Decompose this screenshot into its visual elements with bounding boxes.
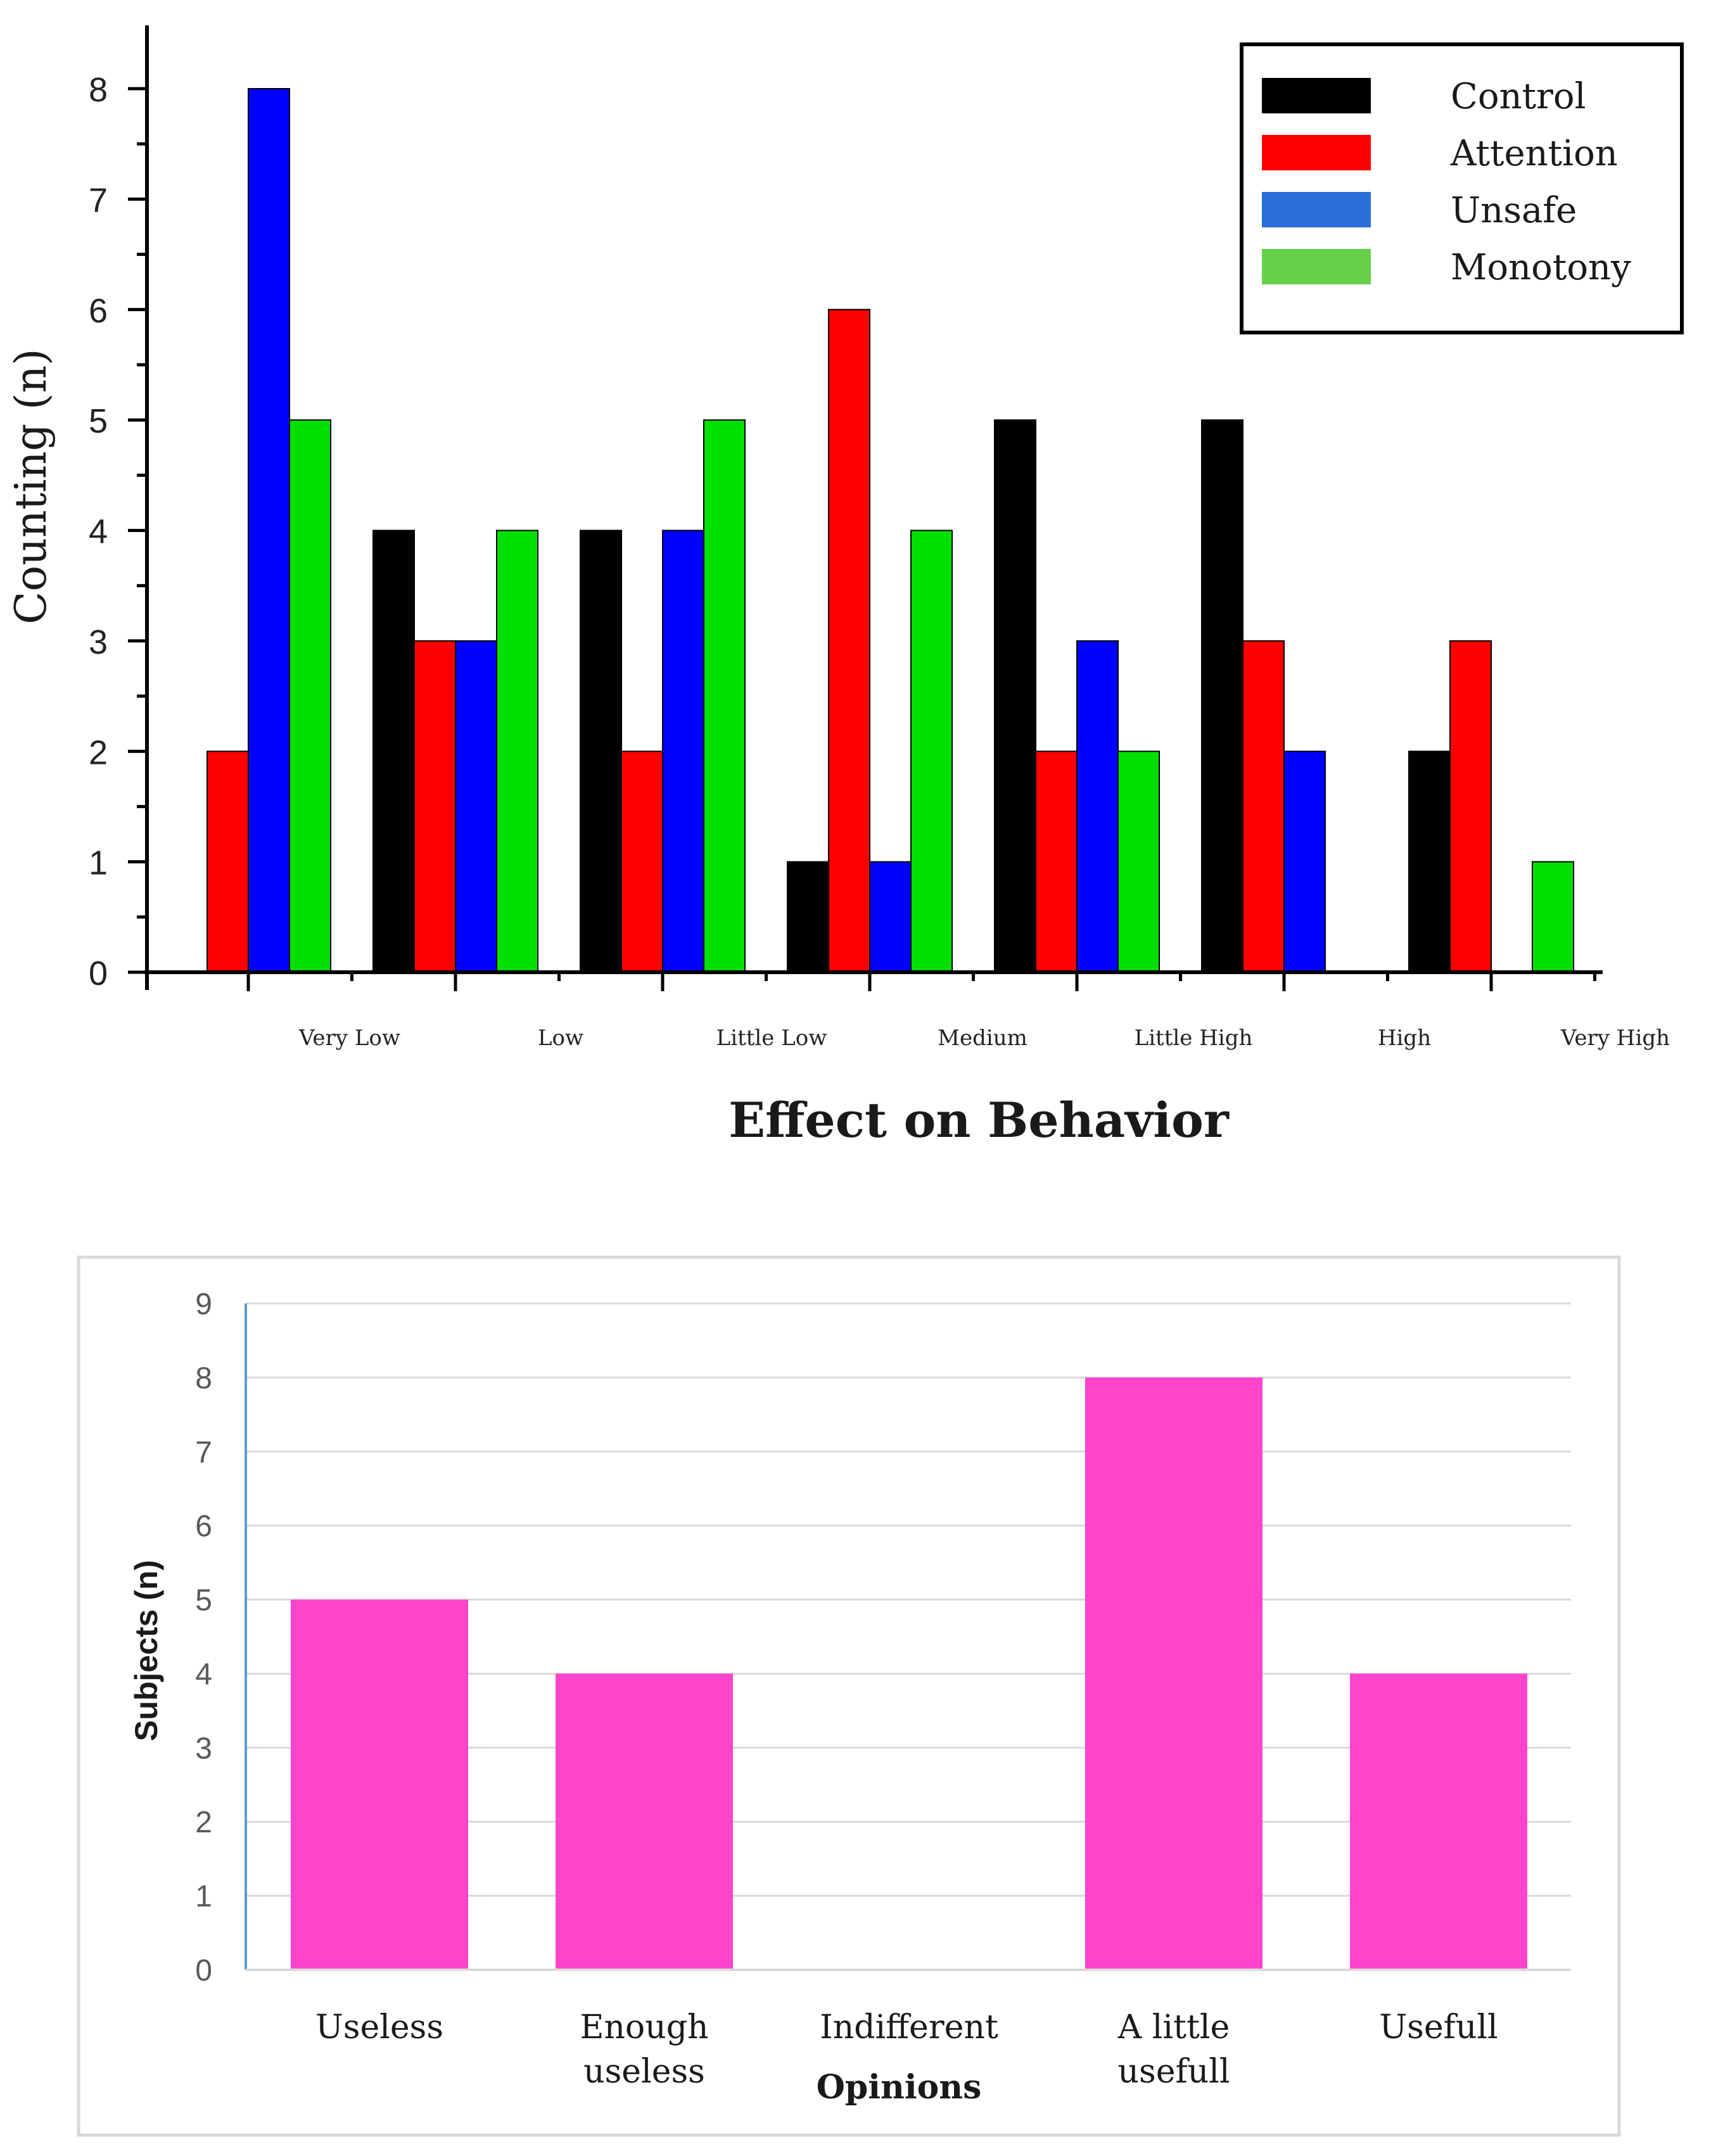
opinions-chart-x-ticks: Useless Enough useless Indifferent A little u… — [315, 2008, 1498, 2091]
x-tick-label: Enough — [580, 2008, 708, 2046]
y-tick-label: 7 — [89, 181, 108, 219]
behavior-chart-axes — [144, 25, 1603, 990]
behavior-chart-bars — [207, 88, 1574, 973]
bar-monotony-low — [496, 529, 538, 973]
legend-swatch-attention — [1262, 135, 1371, 170]
bar-unsafe-low — [455, 640, 497, 973]
y-tick-label: 8 — [89, 71, 108, 109]
opinions-chart-x-axis-title: Opinions — [817, 2068, 982, 2107]
bar-control-little-low — [580, 529, 622, 973]
x-tick-label: Useless — [315, 2008, 443, 2046]
bar-unsafe-medium — [869, 861, 912, 973]
bar-attention-very-low — [207, 751, 249, 973]
bar-control-little-high — [994, 419, 1036, 973]
bar-attention-little-low — [621, 751, 663, 973]
y-tick-label: 1 — [89, 844, 108, 882]
y-tick-label: 0 — [195, 1954, 212, 1988]
x-tick-label: Indifferent — [820, 2008, 998, 2046]
behavior-effect-chart: 0 1 2 3 4 5 6 7 8 Very Low Low Little Low Medium Lit… — [6, 25, 1684, 1148]
y-tick-label: 4 — [195, 1658, 212, 1691]
bar-control-very-high — [1408, 751, 1451, 973]
y-tick-label: 2 — [89, 733, 108, 771]
y-tick-label: 1 — [195, 1880, 212, 1913]
y-tick-label: 0 — [89, 954, 108, 992]
y-tick-label: 4 — [89, 513, 108, 551]
legend-swatch-monotony — [1262, 249, 1371, 284]
opinions-chart-y-ticks: 0 1 2 3 4 5 6 7 8 9 — [195, 1288, 212, 1988]
bar-monotony-little-high — [1117, 751, 1160, 973]
y-tick-label: 2 — [195, 1806, 212, 1839]
y-tick-label: 9 — [195, 1288, 212, 1321]
bar-monotony-very-high — [1532, 861, 1574, 973]
opinions-chart-axes — [245, 1303, 1571, 1971]
y-tick-label: 7 — [195, 1436, 212, 1469]
bar-attention-very-high — [1449, 640, 1492, 973]
bar-monotony-very-low — [289, 419, 331, 973]
bar-attention-medium — [828, 308, 870, 973]
opinions-chart-bars — [291, 1377, 1527, 1970]
bar-control-low — [372, 529, 415, 973]
opinions-chart-y-axis-title: Subjects (n) — [129, 1560, 164, 1741]
bar-useless — [291, 1599, 468, 1970]
legend-swatch-control — [1262, 78, 1371, 113]
bar-usefull — [1350, 1673, 1527, 1970]
y-tick-label: 8 — [195, 1362, 212, 1395]
legend-label-control: Control — [1451, 76, 1586, 117]
y-tick-label: 6 — [89, 292, 108, 330]
behavior-chart-y-ticks: 0 1 2 3 4 5 6 7 8 — [89, 71, 147, 992]
y-tick-label: 6 — [195, 1510, 212, 1544]
bar-unsafe-very-low — [248, 88, 290, 973]
x-tick-label: useless — [583, 2053, 705, 2091]
legend-label-attention: Attention — [1450, 133, 1618, 174]
legend-label-unsafe: Unsafe — [1451, 190, 1577, 231]
bar-control-medium — [787, 861, 829, 973]
x-tick-label: Usefull — [1379, 2008, 1498, 2046]
bar-unsafe-high — [1283, 751, 1326, 973]
y-tick-label: 5 — [89, 402, 108, 440]
bar-unsafe-little-low — [662, 529, 704, 973]
x-tick-label: High — [1378, 1025, 1431, 1051]
behavior-chart-y-axis-title: Counting (n) — [6, 348, 56, 624]
legend-label-monotony: Monotony — [1451, 247, 1631, 288]
y-tick-label: 3 — [89, 623, 108, 661]
bar-attention-little-high — [1035, 751, 1078, 973]
bar-unsafe-little-high — [1076, 640, 1119, 973]
bar-a-little-usefull — [1085, 1377, 1263, 1970]
legend-swatch-unsafe — [1262, 192, 1371, 227]
bar-monotony-medium — [910, 529, 953, 973]
bar-control-high — [1201, 419, 1243, 973]
behavior-chart-legend: Control Attention Unsafe Monotony — [1240, 42, 1684, 334]
behavior-chart-x-axis-title: Effect on Behavior — [728, 1092, 1230, 1148]
bar-attention-low — [414, 640, 456, 973]
x-tick-label: Very Low — [298, 1025, 400, 1051]
y-tick-label: 3 — [195, 1732, 212, 1765]
x-tick-label: Little Low — [716, 1025, 827, 1051]
x-tick-label: Very High — [1560, 1025, 1670, 1051]
y-tick-label: 5 — [195, 1584, 212, 1618]
bar-enough-useless — [556, 1673, 733, 1970]
x-tick-label: Medium — [938, 1025, 1027, 1051]
x-tick-label: Little High — [1135, 1025, 1253, 1051]
x-tick-label: A little — [1117, 2008, 1230, 2046]
opinions-chart: 0 1 2 3 4 5 6 7 8 9 Useless Enough useless Indiffere… — [77, 1255, 1621, 2137]
x-tick-label: usefull — [1118, 2053, 1230, 2091]
bar-monotony-little-low — [703, 419, 746, 973]
x-tick-label: Low — [538, 1025, 583, 1051]
bar-attention-high — [1242, 640, 1285, 973]
behavior-chart-x-ticks: Very Low Low Little Low Medium Little High Hi… — [246, 972, 1670, 1051]
